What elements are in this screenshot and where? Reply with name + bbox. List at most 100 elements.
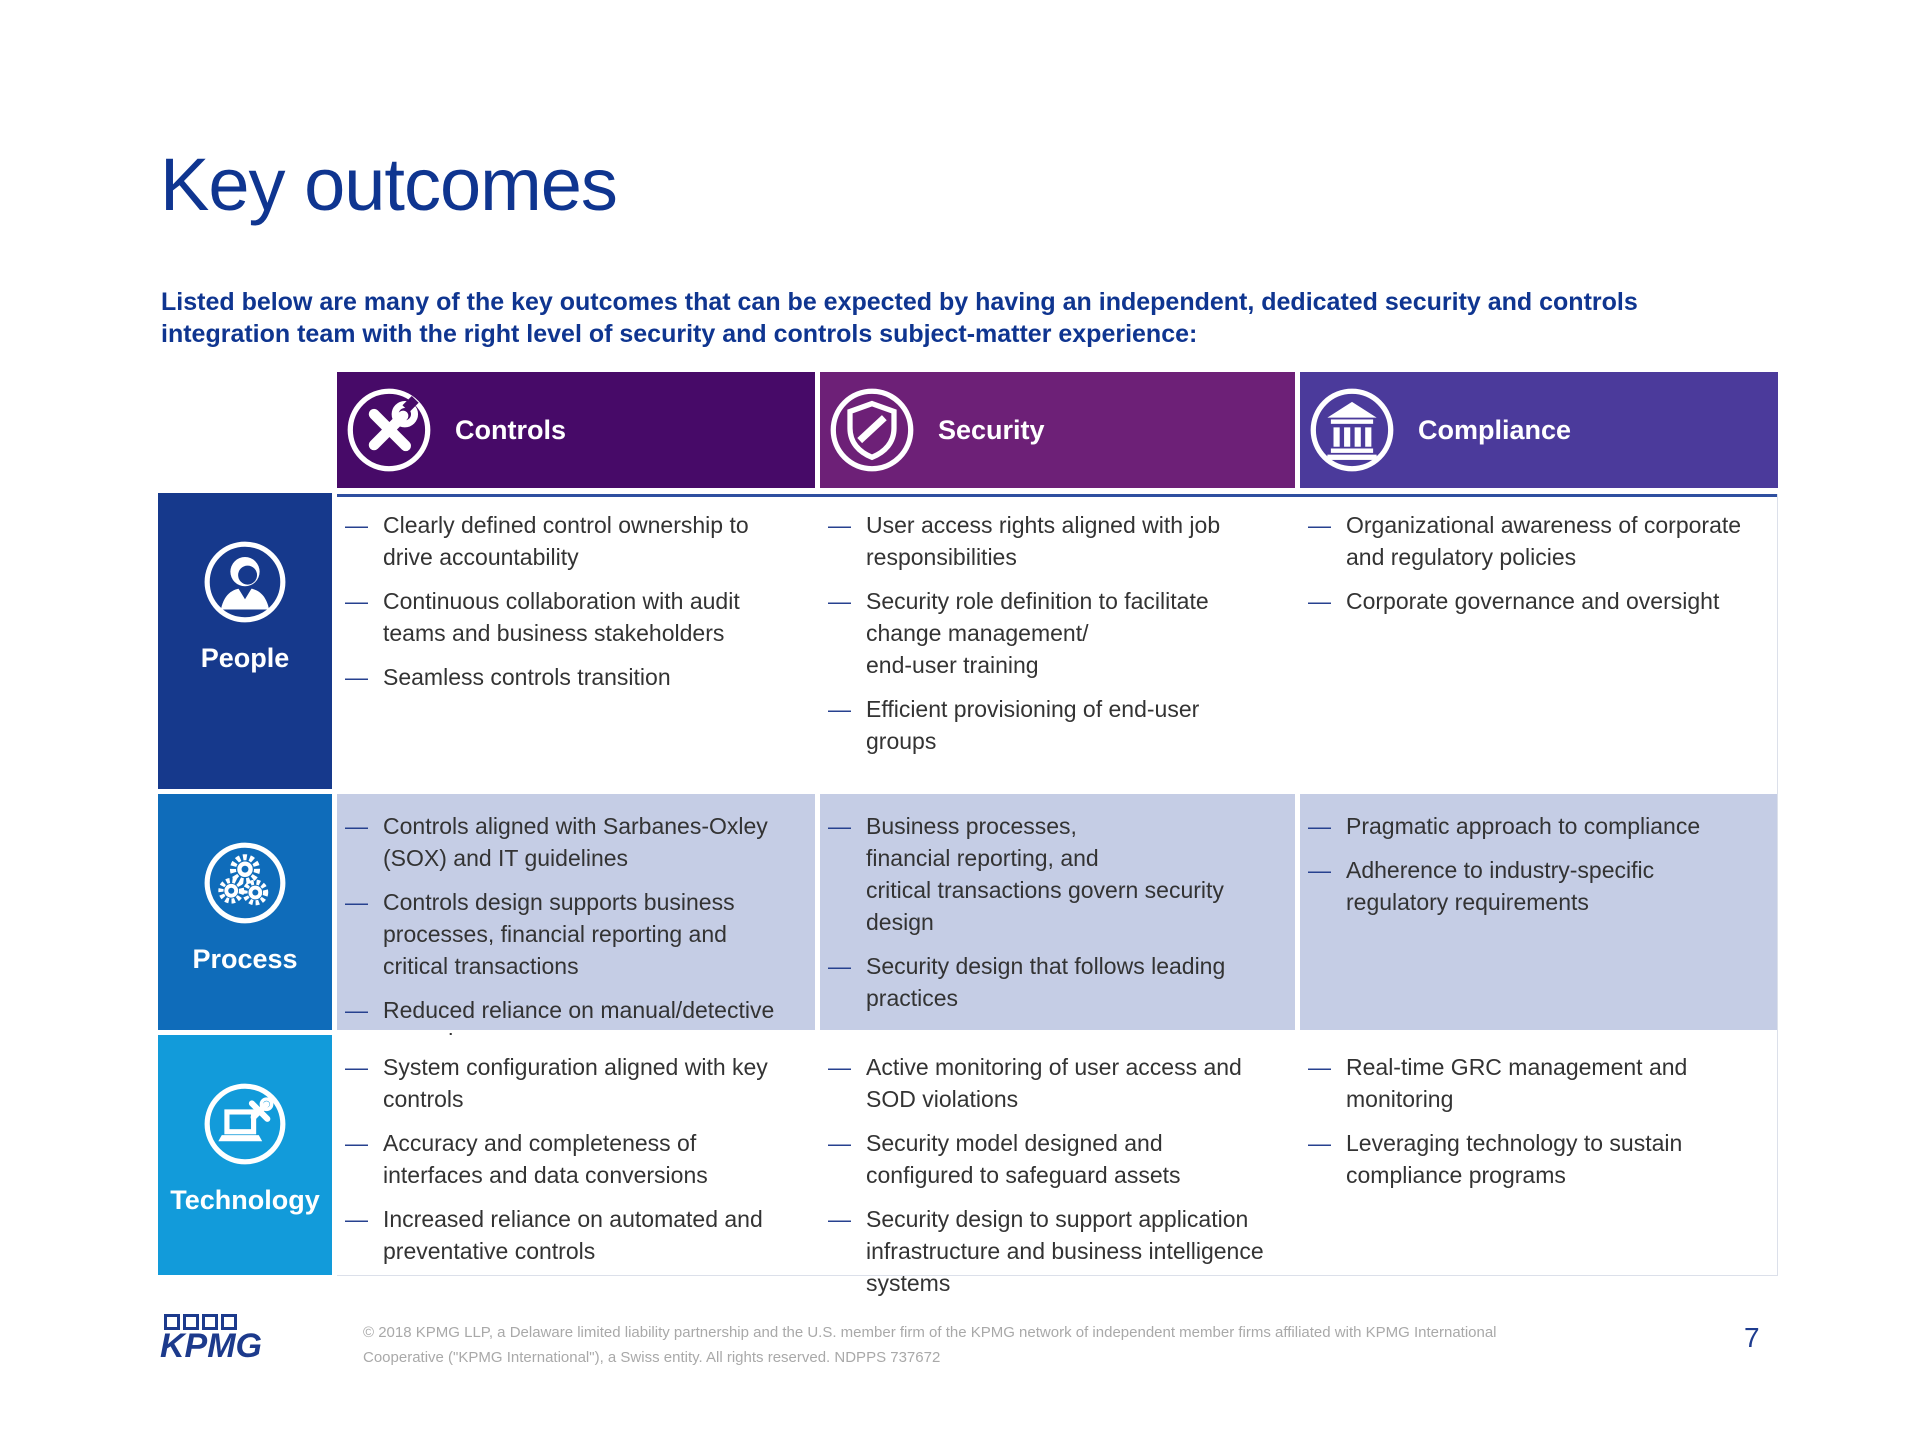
list-item: — System configuration aligned with key c…: [345, 1051, 809, 1115]
bullet-text: Pragmatic approach to compliance: [1346, 813, 1701, 839]
kpmg-logo-squares-icon: [164, 1314, 270, 1330]
bullet-dash: —: [1308, 1130, 1331, 1156]
bullet-text: Seamless controls transition: [383, 664, 671, 690]
bullet-dash: —: [345, 1206, 368, 1232]
list-item: — Security design that follows leading pr…: [828, 950, 1289, 1014]
list-item: — Increased reliance on automated and pre…: [345, 1203, 809, 1267]
bullet-text: System configuration aligned with key co…: [383, 1054, 768, 1112]
column-header-security: Security: [820, 372, 1295, 488]
bullet-dash: —: [345, 813, 368, 839]
person-icon: [202, 539, 288, 625]
bullet-dash: —: [345, 1130, 368, 1156]
cell-technology-compliance: — Real-time GRC management and monitoring…: [1300, 1035, 1778, 1275]
list-item: — Controls aligned with Sarbanes-Oxley (S…: [345, 810, 809, 874]
table-bottom-border: [337, 1275, 1778, 1276]
row-header-process: Process: [158, 794, 332, 1030]
bullet-dash: —: [828, 953, 851, 979]
bullet-text: Security design to support application i…: [866, 1206, 1264, 1296]
cell-technology-controls: — System configuration aligned with key c…: [337, 1035, 815, 1275]
list-item: — Security design to support application …: [828, 1203, 1289, 1299]
cell-people-security: — User access rights aligned with job res…: [820, 493, 1295, 789]
row-header-people: People: [158, 493, 332, 789]
intro-paragraph: Listed below are many of the key outcome…: [161, 288, 1638, 348]
list-item: — Active monitoring of user access and SO…: [828, 1051, 1289, 1115]
bullet-dash: —: [828, 696, 851, 722]
bullet-dash: —: [828, 1206, 851, 1232]
bullet-dash: —: [345, 997, 368, 1023]
tools-icon: [345, 386, 433, 474]
bullet-dash: —: [345, 1054, 368, 1080]
bullet-text: Accuracy and completeness of interfaces …: [383, 1130, 708, 1188]
column-header-label: Compliance: [1418, 414, 1572, 445]
bullet-dash: —: [1308, 588, 1331, 614]
bullet-text: Leveraging technology to sustain complia…: [1346, 1130, 1683, 1188]
list-item: — Continuous collaboration with audit tea…: [345, 585, 809, 649]
bullet-text: Controls aligned with Sarbanes-Oxley (SO…: [383, 813, 768, 871]
list-item: — Seamless controls transition: [345, 661, 809, 693]
bullet-dash: —: [345, 512, 368, 538]
bullet-text: Active monitoring of user access and SOD…: [866, 1054, 1242, 1112]
cell-people-controls: — Clearly defined control ownership to dr…: [337, 493, 815, 789]
list-item: — Business processes, financial reporting…: [828, 810, 1289, 938]
laptop-icon: [202, 1081, 288, 1167]
bullet-text: Corporate governance and oversight: [1346, 588, 1720, 614]
row-header-technology: Technology: [158, 1035, 332, 1275]
copyright-text: © 2018 KPMG LLP, a Delaware limited liab…: [363, 1320, 1603, 1370]
bullet-text: Efficient provisioning of end-user group…: [866, 696, 1200, 754]
bullet-text: Controls design supports business proces…: [383, 889, 735, 979]
bullet-text: Continuous collaboration with audit team…: [383, 588, 740, 646]
list-item: — Security model designed and configured …: [828, 1127, 1289, 1191]
bullet-dash: —: [828, 813, 851, 839]
shield-icon: [828, 386, 916, 474]
bullet-text: Adherence to industry-specific regulator…: [1346, 857, 1655, 915]
page-number: 7: [1744, 1322, 1760, 1353]
bullet-text: Increased reliance on automated and prev…: [383, 1206, 763, 1264]
outcomes-matrix: Controls Security Comp: [158, 372, 1778, 1296]
bullet-dash: —: [1308, 1054, 1331, 1080]
copyright-line-2: Cooperative ("KPMG International"), a Sw…: [363, 1349, 941, 1366]
list-item: — Leveraging technology to sustain compli…: [1308, 1127, 1772, 1191]
list-item: — Controls design supports business proce…: [345, 886, 809, 982]
bullet-dash: —: [1308, 813, 1331, 839]
kpmg-logo-text: KPMG: [160, 1327, 262, 1365]
bullet-text: Security role definition to facilitate c…: [866, 588, 1209, 678]
bullet-dash: —: [828, 512, 851, 538]
list-item: — Clearly defined control ownership to dr…: [345, 509, 809, 573]
list-item: — Efficient provisioning of end-user grou…: [828, 693, 1289, 757]
gears-icon: [202, 840, 288, 926]
list-item: — User access rights aligned with job res…: [828, 509, 1289, 573]
column-header-label: Security: [938, 414, 1045, 445]
list-item: — Accuracy and completeness of interfaces…: [345, 1127, 809, 1191]
bullet-dash: —: [345, 889, 368, 915]
bullet-text: Real-time GRC management and monitoring: [1346, 1054, 1688, 1112]
header-underline: [337, 494, 1778, 497]
cell-process-compliance: — Pragmatic approach to compliance — Adher…: [1300, 794, 1778, 1030]
column-header-compliance: Compliance: [1300, 372, 1778, 488]
bullet-dash: —: [828, 588, 851, 614]
list-item: — Real-time GRC management and monitoring: [1308, 1051, 1772, 1115]
matrix-corner-spacer: [158, 372, 332, 488]
copyright-line-1: © 2018 KPMG LLP, a Delaware limited liab…: [363, 1324, 1497, 1341]
bullet-text: Business processes, financial reporting,…: [866, 813, 1224, 935]
bullet-dash: —: [828, 1130, 851, 1156]
table-right-border: [1777, 494, 1778, 1275]
page-title: Key outcomes: [160, 143, 618, 226]
bullet-dash: —: [1308, 512, 1331, 538]
list-item: — Pragmatic approach to compliance: [1308, 810, 1772, 842]
row-header-label: People: [200, 643, 290, 673]
kpmg-logo: KPMG: [160, 1314, 270, 1366]
list-item: — Organizational awareness of corporate a…: [1308, 509, 1772, 573]
list-item: — Corporate governance and oversight: [1308, 585, 1772, 617]
bullet-dash: —: [828, 1054, 851, 1080]
bullet-text: Organizational awareness of corporate an…: [1346, 512, 1742, 570]
bullet-dash: —: [1308, 857, 1331, 883]
bullet-text: User access rights aligned with job resp…: [866, 512, 1221, 570]
list-item: — Security role definition to facilitate …: [828, 585, 1289, 681]
bullet-text: Clearly defined control ownership to dri…: [383, 512, 749, 570]
bullet-text: Security design that follows leading pra…: [866, 953, 1226, 1011]
cell-people-compliance: — Organizational awareness of corporate a…: [1300, 493, 1778, 789]
row-header-label: Process: [192, 944, 298, 974]
cell-process-controls: — Controls aligned with Sarbanes-Oxley (S…: [337, 794, 815, 1055]
cell-process-security: — Business processes, financial reporting…: [820, 794, 1295, 1030]
bullet-dash: —: [345, 588, 368, 614]
